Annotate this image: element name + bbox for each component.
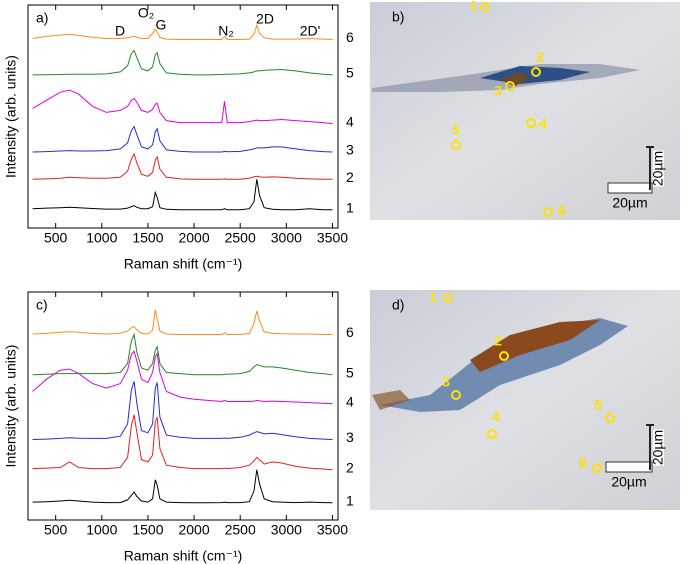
point-label: 3 xyxy=(494,83,502,99)
point-label: 4 xyxy=(492,409,500,425)
x-tick-label: 2000 xyxy=(178,522,209,538)
series-label: 2 xyxy=(346,169,354,185)
spectrum xyxy=(32,152,333,180)
scale-label-box xyxy=(653,429,664,466)
y-axis-label: Intensity (arb. units) xyxy=(3,55,19,178)
x-tick-label: 3500 xyxy=(317,522,348,538)
spectrum xyxy=(32,350,333,405)
x-tick-label: 500 xyxy=(44,230,68,246)
point-label: 5 xyxy=(452,122,460,138)
measure-point xyxy=(605,413,615,423)
x-tick-label: 1500 xyxy=(132,230,163,246)
point-label: 1 xyxy=(429,289,437,305)
series-label: 5 xyxy=(346,65,354,81)
x-tick-label: 1000 xyxy=(86,230,117,246)
measure-point xyxy=(451,140,461,150)
measure-point xyxy=(487,429,497,439)
x-tick-label: 3500 xyxy=(317,230,348,246)
series-label: 4 xyxy=(346,113,354,129)
measure-point xyxy=(543,207,553,217)
measure-point xyxy=(480,2,490,12)
spectrum xyxy=(32,23,333,40)
spectrum xyxy=(32,469,333,504)
spectrum xyxy=(32,179,333,211)
panel-label: c) xyxy=(36,297,48,313)
series-label: 1 xyxy=(346,199,354,215)
spectrum xyxy=(32,49,333,76)
series-label: 3 xyxy=(346,429,354,445)
x-tick-label: 1500 xyxy=(132,522,163,538)
x-tick-label: 2500 xyxy=(225,522,256,538)
panel-label: d) xyxy=(392,297,404,313)
scale-label-box xyxy=(653,150,664,187)
series-label: 4 xyxy=(346,393,354,409)
point-label: 6 xyxy=(579,455,587,471)
spectrum xyxy=(32,125,333,153)
measure-point xyxy=(499,351,509,361)
measure-point xyxy=(531,67,541,77)
point-label: 6 xyxy=(558,203,566,219)
measure-point xyxy=(443,293,453,303)
peak-label: O₂ xyxy=(138,5,154,21)
peak-label: D xyxy=(115,23,125,39)
scale-label: 20µm xyxy=(611,474,646,490)
flake xyxy=(380,318,628,412)
scale-bar xyxy=(607,182,653,194)
peak-label: 2D' xyxy=(300,23,321,39)
peak-label: G xyxy=(156,17,167,33)
point-label: 2 xyxy=(494,333,502,349)
series-label: 3 xyxy=(346,142,354,158)
x-tick-label: 2500 xyxy=(225,230,256,246)
x-tick-label: 2000 xyxy=(178,230,209,246)
measure-point xyxy=(526,118,536,128)
panel-label: a) xyxy=(36,10,48,26)
panel-label: b) xyxy=(392,9,404,25)
scale-label-vertical: 20µm xyxy=(650,151,666,186)
scale-bar xyxy=(605,461,653,473)
point-label: 1 xyxy=(469,0,477,14)
point-label: 4 xyxy=(539,116,547,132)
plot-frame xyxy=(27,291,339,521)
x-axis-label: Raman shift (cm⁻¹) xyxy=(124,256,243,272)
series-label: 6 xyxy=(346,29,354,45)
measure-point xyxy=(451,390,461,400)
x-tick-label: 3000 xyxy=(271,522,302,538)
peak-label: N₂ xyxy=(218,23,234,39)
point-label: 5 xyxy=(594,397,602,413)
peak-label: 2D xyxy=(256,11,274,27)
spectrum xyxy=(32,332,333,376)
image-b xyxy=(370,2,680,220)
spectrum xyxy=(32,381,333,440)
point-label: 2 xyxy=(536,49,544,65)
series-label: 5 xyxy=(346,364,354,380)
plot-frame xyxy=(27,4,339,229)
flake xyxy=(372,390,410,410)
series-label: 6 xyxy=(346,324,354,340)
x-tick-label: 1000 xyxy=(86,522,117,538)
measure-point xyxy=(592,463,602,473)
point-label: 3 xyxy=(442,374,450,390)
scale-label: 20µm xyxy=(612,195,647,211)
spectrum xyxy=(32,89,333,125)
measure-point xyxy=(505,81,515,91)
series-label: 2 xyxy=(346,459,354,475)
y-axis-label: Intensity (arb. units) xyxy=(3,345,19,468)
scale-label-vertical: 20µm xyxy=(650,430,666,465)
x-tick-label: 500 xyxy=(44,522,68,538)
spectrum xyxy=(32,309,333,335)
series-label: 1 xyxy=(346,492,354,508)
spectrum xyxy=(32,414,333,471)
x-tick-label: 3000 xyxy=(271,230,302,246)
x-axis-label: Raman shift (cm⁻¹) xyxy=(124,548,243,564)
